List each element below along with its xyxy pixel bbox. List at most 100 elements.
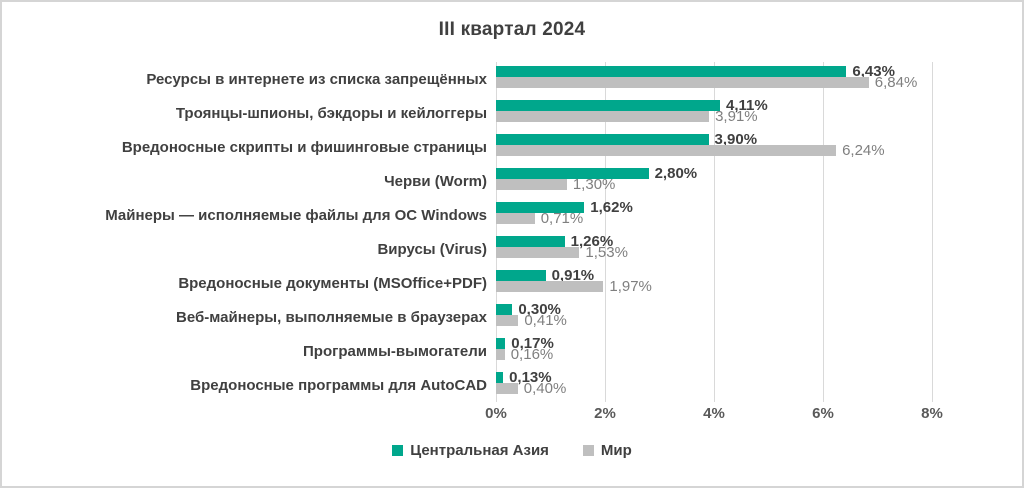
bar-line-world: 1,30% xyxy=(496,176,932,193)
gridline xyxy=(714,62,715,402)
bar-world xyxy=(496,145,837,156)
bar-line-central-asia: 1,62% xyxy=(496,199,932,216)
category-row: 1,26% 1,53% xyxy=(496,232,932,266)
bar-central-asia xyxy=(496,134,709,145)
value-label-central-asia: 0,30% xyxy=(518,301,561,318)
value-label-world: 1,30% xyxy=(572,176,616,193)
category-row: 4,11% 3,91% xyxy=(496,96,932,130)
legend-swatch-world-icon xyxy=(582,445,594,456)
x-tick-label: 0% xyxy=(485,405,507,422)
bar-world xyxy=(496,213,535,224)
category-label: Вредоносные документы (MSOffice+PDF) xyxy=(178,274,487,292)
category-label: Майнеры — исполняемые файлы для ОС Windo… xyxy=(105,206,487,224)
category-label: Троянцы-шпионы, бэкдоры и кейлоггеры xyxy=(175,104,487,122)
bar-rows: 6,43% 6,84% 4,11% 3,91% 3,90% 6,24% 2,80% 1,30%… xyxy=(496,62,932,402)
bar-line-world: 0,16% xyxy=(496,346,932,363)
bar-central-asia xyxy=(496,202,585,213)
chart-title: III квартал 2024 xyxy=(438,19,586,40)
category-row: 0,30% 0,41% xyxy=(496,300,932,334)
value-label-world: 0,16% xyxy=(510,346,554,363)
bar-central-asia xyxy=(496,372,504,383)
bar-line-world: 0,71% xyxy=(496,211,932,226)
bar-line-world: 6,24% xyxy=(496,143,932,158)
bar-central-asia xyxy=(496,100,720,111)
bar-line-central-asia: 3,90% xyxy=(496,131,932,148)
category-row: 3,90% 6,24% xyxy=(496,130,932,164)
gridline xyxy=(823,62,824,402)
bar-world xyxy=(496,349,505,360)
value-label-world: 3,91% xyxy=(715,108,758,125)
category-label: Веб-майнеры, выполняемые в браузерах xyxy=(176,308,487,326)
value-label-world: 0,41% xyxy=(524,312,567,329)
bar-line-central-asia: 0,30% xyxy=(496,301,932,318)
bar-line-world: 6,84% xyxy=(496,74,932,91)
value-label-central-asia: 0,17% xyxy=(511,335,554,352)
value-label-central-asia: 6,43% xyxy=(852,63,895,80)
category-label: Черви (Worm) xyxy=(384,172,487,190)
bar-line-world: 1,97% xyxy=(496,278,932,295)
bar-line-central-asia: 0,13% xyxy=(496,369,932,386)
bar-line-world: 0,41% xyxy=(496,312,932,329)
value-label-world: 0,40% xyxy=(523,380,567,397)
value-label-central-asia: 3,90% xyxy=(714,131,758,148)
value-label-world: 1,53% xyxy=(585,244,628,261)
value-label-central-asia: 0,91% xyxy=(551,267,595,284)
value-label-central-asia: 1,62% xyxy=(590,199,633,216)
bar-line-central-asia: 1,26% xyxy=(496,233,932,250)
category-label: Вирусы (Virus) xyxy=(377,240,487,258)
bar-line-central-asia: 0,91% xyxy=(496,267,932,284)
category-row: 2,80% 1,30% xyxy=(496,164,932,198)
bar-central-asia xyxy=(496,338,506,349)
value-label-central-asia: 2,80% xyxy=(654,165,698,182)
bar-central-asia xyxy=(496,304,513,315)
bar-line-central-asia: 0,17% xyxy=(496,335,932,352)
bar-line-world: 1,53% xyxy=(496,244,932,261)
value-label-central-asia: 0,13% xyxy=(509,369,552,386)
x-axis: 0% 2% 4% 6% 8% xyxy=(485,405,943,427)
bar-world xyxy=(496,111,710,122)
category-label: Ресурсы в интернете из списка запрещённы… xyxy=(146,70,487,88)
bar-central-asia xyxy=(496,168,649,179)
category-row: 0,13% 0,40% xyxy=(496,368,932,402)
category-row: 0,17% 0,16% xyxy=(496,334,932,368)
value-label-central-asia: 1,26% xyxy=(570,233,614,250)
bar-world xyxy=(496,179,567,190)
bar-world xyxy=(496,77,869,88)
category-row: 0,91% 1,97% xyxy=(496,266,932,300)
gridline xyxy=(605,62,606,402)
x-tick-label: 8% xyxy=(921,405,943,422)
bar-world xyxy=(496,281,604,292)
bar-line-central-asia: 4,11% xyxy=(496,97,932,114)
bar-world xyxy=(496,383,518,394)
gridline xyxy=(932,62,933,402)
bar-world xyxy=(496,247,580,258)
legend-item-central-asia: Центральная Азия xyxy=(392,442,549,459)
bar-world xyxy=(496,315,519,326)
legend-label-world: Мир xyxy=(600,442,632,459)
category-label: Программы-вымогатели xyxy=(303,342,487,360)
bar-central-asia xyxy=(496,66,847,77)
x-tick-label: 4% xyxy=(703,405,725,422)
legend-swatch-central-asia-icon xyxy=(392,445,404,456)
plot-area: 6,43% 6,84% 4,11% 3,91% 3,90% 6,24% 2,80% 1,30%… xyxy=(496,62,933,402)
category-label: Вредоносные программы для AutoCAD xyxy=(190,376,487,394)
category-labels-column: Ресурсы в интернете из списка запрещённы… xyxy=(2,62,496,402)
category-row: 6,43% 6,84% xyxy=(496,62,932,96)
category-row: 1,62% 0,71% xyxy=(496,198,932,232)
bar-line-world: 3,91% xyxy=(496,108,932,125)
gridline xyxy=(496,62,497,402)
value-label-world: 1,97% xyxy=(609,278,652,295)
value-label-central-asia: 4,11% xyxy=(725,97,768,114)
bar-line-central-asia: 6,43% xyxy=(496,63,932,80)
bar-line-world: 0,40% xyxy=(496,380,932,397)
value-label-world: 6,84% xyxy=(874,74,918,91)
bar-central-asia xyxy=(496,270,546,281)
x-tick-label: 6% xyxy=(812,405,834,422)
chart-legend: Центральная Азия Мир xyxy=(2,442,1022,459)
category-label: Вредоносные скрипты и фишинговые страниц… xyxy=(121,138,487,156)
bar-line-central-asia: 2,80% xyxy=(496,165,932,182)
legend-label-central-asia: Центральная Азия xyxy=(410,442,549,459)
legend-item-world: Мир xyxy=(582,442,632,459)
x-tick-label: 2% xyxy=(594,405,616,422)
